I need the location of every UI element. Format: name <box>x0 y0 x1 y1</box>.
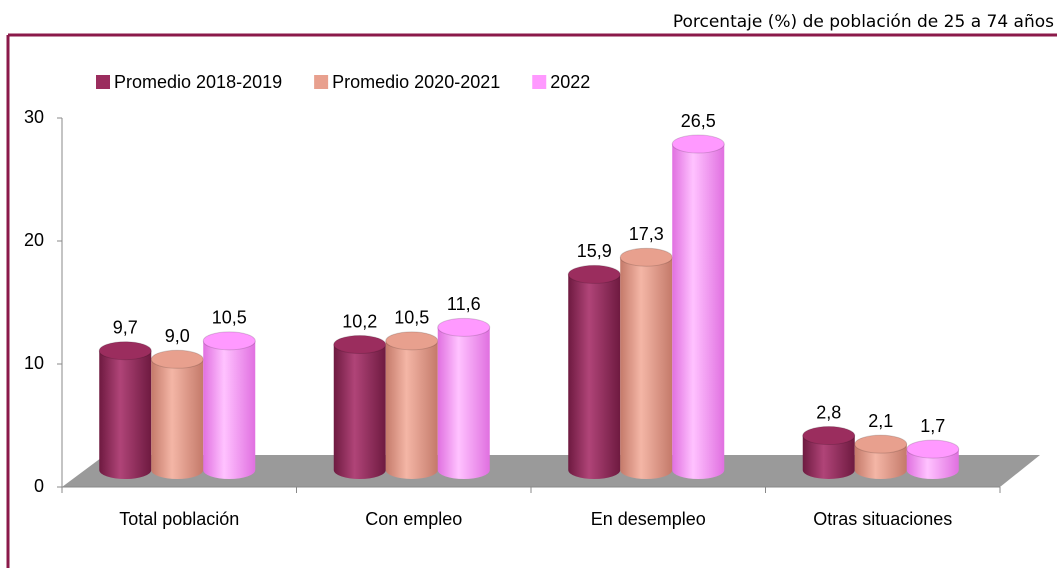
y-tick-label: 30 <box>24 107 44 127</box>
bar-top <box>567 264 621 284</box>
bar <box>802 435 855 479</box>
bar-top <box>202 331 256 351</box>
legend-label: Promedio 2018-2019 <box>114 72 282 92</box>
legend-label: 2022 <box>550 72 590 92</box>
x-tick-label: Con empleo <box>365 509 462 529</box>
data-label: 9,0 <box>165 326 190 346</box>
data-label: 1,7 <box>920 416 945 436</box>
bar-top <box>854 434 908 454</box>
bar <box>620 257 673 479</box>
bar <box>99 350 152 479</box>
data-label: 17,3 <box>629 224 664 244</box>
subtitle: Porcentaje (%) de población de 25 a 74 a… <box>673 12 1054 32</box>
data-label: 2,8 <box>816 402 841 422</box>
y-tick-label: 0 <box>34 476 44 496</box>
data-label: 10,5 <box>394 308 429 328</box>
bar <box>568 274 621 479</box>
bar <box>437 327 490 479</box>
data-label: 11,6 <box>447 294 481 314</box>
bar-top <box>671 134 725 154</box>
bar <box>203 340 256 479</box>
data-label: 10,5 <box>212 308 247 328</box>
bar-top <box>333 335 387 355</box>
y-tick-label: 10 <box>24 353 44 373</box>
x-tick-label: Total población <box>119 509 239 529</box>
bar-top <box>385 331 439 351</box>
bar-top <box>802 426 856 446</box>
bar-top <box>150 349 204 369</box>
floor <box>62 455 1040 487</box>
legend-swatch <box>314 75 329 89</box>
data-label: 9,7 <box>113 317 138 337</box>
legend-label: Promedio 2020-2021 <box>332 72 500 92</box>
bar <box>151 359 204 479</box>
bar-top <box>619 247 673 267</box>
data-label: 15,9 <box>577 241 612 261</box>
bar <box>385 340 438 479</box>
bar <box>672 144 725 480</box>
x-tick-label: Otras situaciones <box>813 509 952 529</box>
y-tick-label: 20 <box>24 230 44 250</box>
data-label: 26,5 <box>681 111 716 131</box>
data-label: 10,2 <box>342 311 377 331</box>
bar <box>854 444 907 479</box>
data-label: 2,1 <box>868 411 893 431</box>
x-tick-label: En desempleo <box>591 509 706 529</box>
bar-top <box>437 317 491 337</box>
legend-swatch <box>532 75 547 89</box>
legend-swatch <box>96 75 110 89</box>
bar-top <box>906 439 960 459</box>
bar-top <box>98 341 152 361</box>
bar <box>333 344 386 479</box>
